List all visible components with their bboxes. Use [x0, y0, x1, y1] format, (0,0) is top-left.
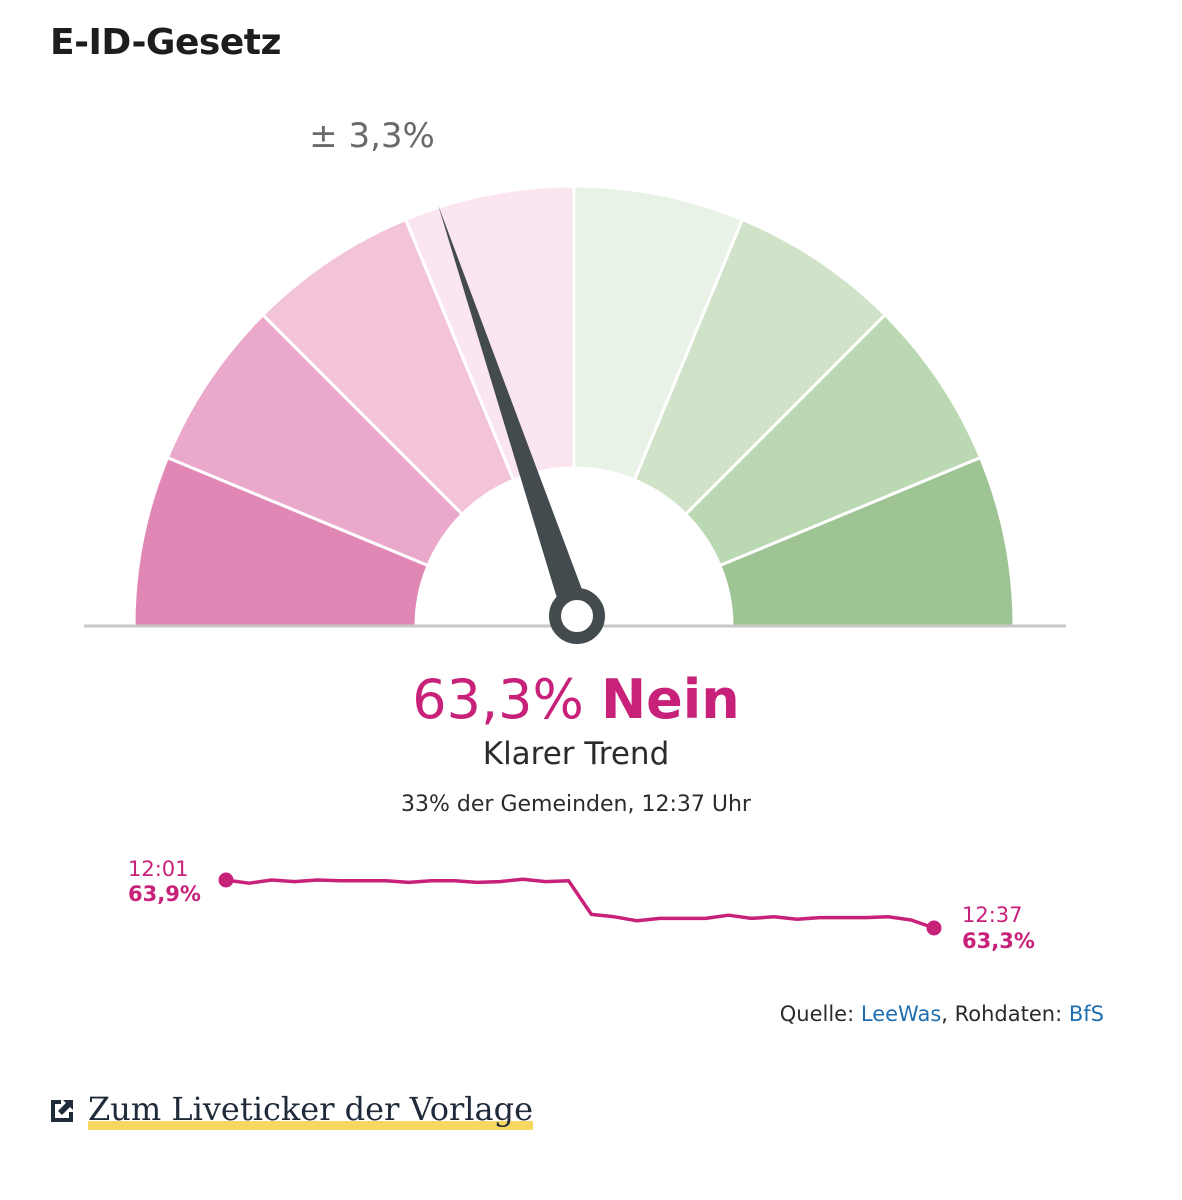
- end-time-label: 12:37: [962, 903, 1023, 927]
- gauge-needle: [438, 204, 591, 621]
- source-prefix: Quelle:: [779, 1002, 855, 1026]
- page-title: E-ID-Gesetz: [50, 22, 281, 63]
- trend-end-point: [926, 920, 942, 936]
- gauge-segments: [132, 184, 1016, 628]
- gauge-hub: [549, 588, 605, 644]
- raw-data-prefix: , Rohdaten:: [941, 1002, 1063, 1026]
- margin-of-error-label: ± 3,3%: [309, 116, 435, 156]
- trend-line-chart: 12:01 63,9% 12:37 63,3%: [128, 857, 1035, 953]
- liveticker-link[interactable]: Zum Liveticker der Vorlage: [50, 1090, 534, 1130]
- result-value: 63,3%: [412, 668, 584, 731]
- source-link-bfs[interactable]: BfS: [1068, 1002, 1104, 1026]
- gauge-chart: ± 3,3% 12:01 63,9% 12:37 63,3%: [84, 116, 1066, 953]
- trend-start-point: [218, 872, 234, 888]
- trend-status: Klarer Trend: [482, 736, 670, 772]
- start-value-label: 63,9%: [128, 882, 201, 906]
- start-time-label: 12:01: [128, 857, 189, 881]
- end-value-label: 63,3%: [962, 929, 1035, 953]
- counting-status: 33% der Gemeinden, 12:37 Uhr: [401, 792, 751, 817]
- trend-series-line: [225, 877, 935, 930]
- result-label: Nein: [600, 668, 740, 731]
- liveticker-link-label: Zum Liveticker der Vorlage: [88, 1090, 534, 1130]
- source-link-leewas[interactable]: LeeWas: [860, 1002, 942, 1026]
- source-line: Quelle: LeeWas, Rohdaten: BfS: [780, 1002, 1104, 1026]
- result-headline: 63,3% Nein: [0, 668, 1152, 731]
- external-link-icon: [51, 1098, 75, 1122]
